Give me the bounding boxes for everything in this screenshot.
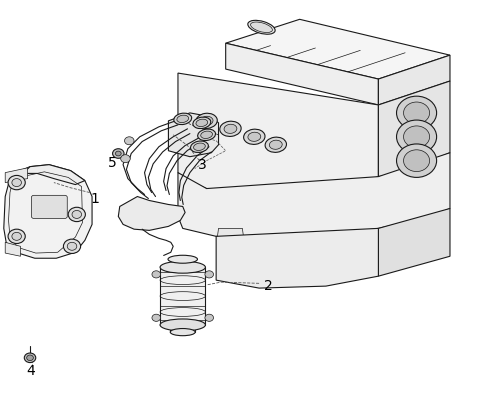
Polygon shape: [216, 229, 378, 288]
Polygon shape: [217, 229, 244, 239]
Circle shape: [113, 149, 124, 158]
Ellipse shape: [200, 116, 213, 126]
Ellipse shape: [196, 119, 208, 127]
Ellipse shape: [201, 131, 213, 138]
Circle shape: [12, 178, 22, 186]
FancyBboxPatch shape: [32, 195, 67, 219]
Ellipse shape: [160, 319, 205, 331]
Polygon shape: [5, 168, 28, 182]
Polygon shape: [4, 165, 92, 258]
Text: 5: 5: [108, 156, 117, 170]
Circle shape: [152, 271, 160, 278]
Ellipse shape: [244, 129, 265, 144]
Ellipse shape: [193, 143, 205, 150]
Circle shape: [404, 102, 430, 124]
Circle shape: [8, 229, 25, 243]
Polygon shape: [168, 113, 218, 157]
Polygon shape: [5, 242, 21, 256]
Circle shape: [120, 155, 130, 163]
Polygon shape: [178, 73, 378, 209]
Circle shape: [24, 353, 36, 363]
Ellipse shape: [160, 261, 205, 273]
Circle shape: [205, 314, 214, 321]
Ellipse shape: [251, 22, 272, 32]
Circle shape: [12, 232, 22, 240]
Polygon shape: [378, 81, 450, 176]
Polygon shape: [378, 209, 450, 276]
Circle shape: [396, 96, 437, 130]
Circle shape: [404, 126, 430, 148]
Circle shape: [67, 242, 77, 250]
Ellipse shape: [174, 113, 192, 125]
Polygon shape: [226, 19, 450, 79]
Circle shape: [27, 355, 34, 360]
Ellipse shape: [196, 113, 217, 128]
Polygon shape: [255, 236, 282, 247]
Ellipse shape: [193, 117, 211, 129]
Polygon shape: [332, 234, 359, 245]
Ellipse shape: [191, 141, 208, 152]
Ellipse shape: [265, 137, 287, 152]
Polygon shape: [23, 165, 85, 184]
Text: 2: 2: [264, 279, 273, 293]
Text: 4: 4: [26, 364, 36, 378]
Circle shape: [404, 150, 430, 172]
Circle shape: [396, 120, 437, 154]
Ellipse shape: [248, 20, 275, 34]
Polygon shape: [118, 196, 185, 230]
Polygon shape: [293, 238, 320, 249]
Ellipse shape: [269, 140, 282, 149]
Ellipse shape: [248, 132, 261, 141]
Ellipse shape: [224, 124, 237, 134]
Polygon shape: [160, 267, 205, 325]
Circle shape: [152, 314, 160, 321]
Circle shape: [205, 271, 214, 278]
Circle shape: [8, 175, 25, 190]
Circle shape: [116, 151, 121, 156]
Ellipse shape: [198, 129, 216, 140]
Text: 3: 3: [197, 158, 206, 172]
Polygon shape: [226, 43, 378, 105]
Circle shape: [124, 137, 134, 145]
Circle shape: [68, 207, 85, 222]
Polygon shape: [178, 153, 450, 240]
Circle shape: [63, 239, 81, 253]
Circle shape: [396, 144, 437, 177]
Ellipse shape: [170, 328, 195, 336]
Ellipse shape: [220, 121, 241, 136]
Text: 1: 1: [90, 192, 99, 205]
Ellipse shape: [168, 255, 197, 263]
Circle shape: [72, 211, 82, 219]
Ellipse shape: [177, 115, 189, 123]
Polygon shape: [378, 55, 450, 105]
